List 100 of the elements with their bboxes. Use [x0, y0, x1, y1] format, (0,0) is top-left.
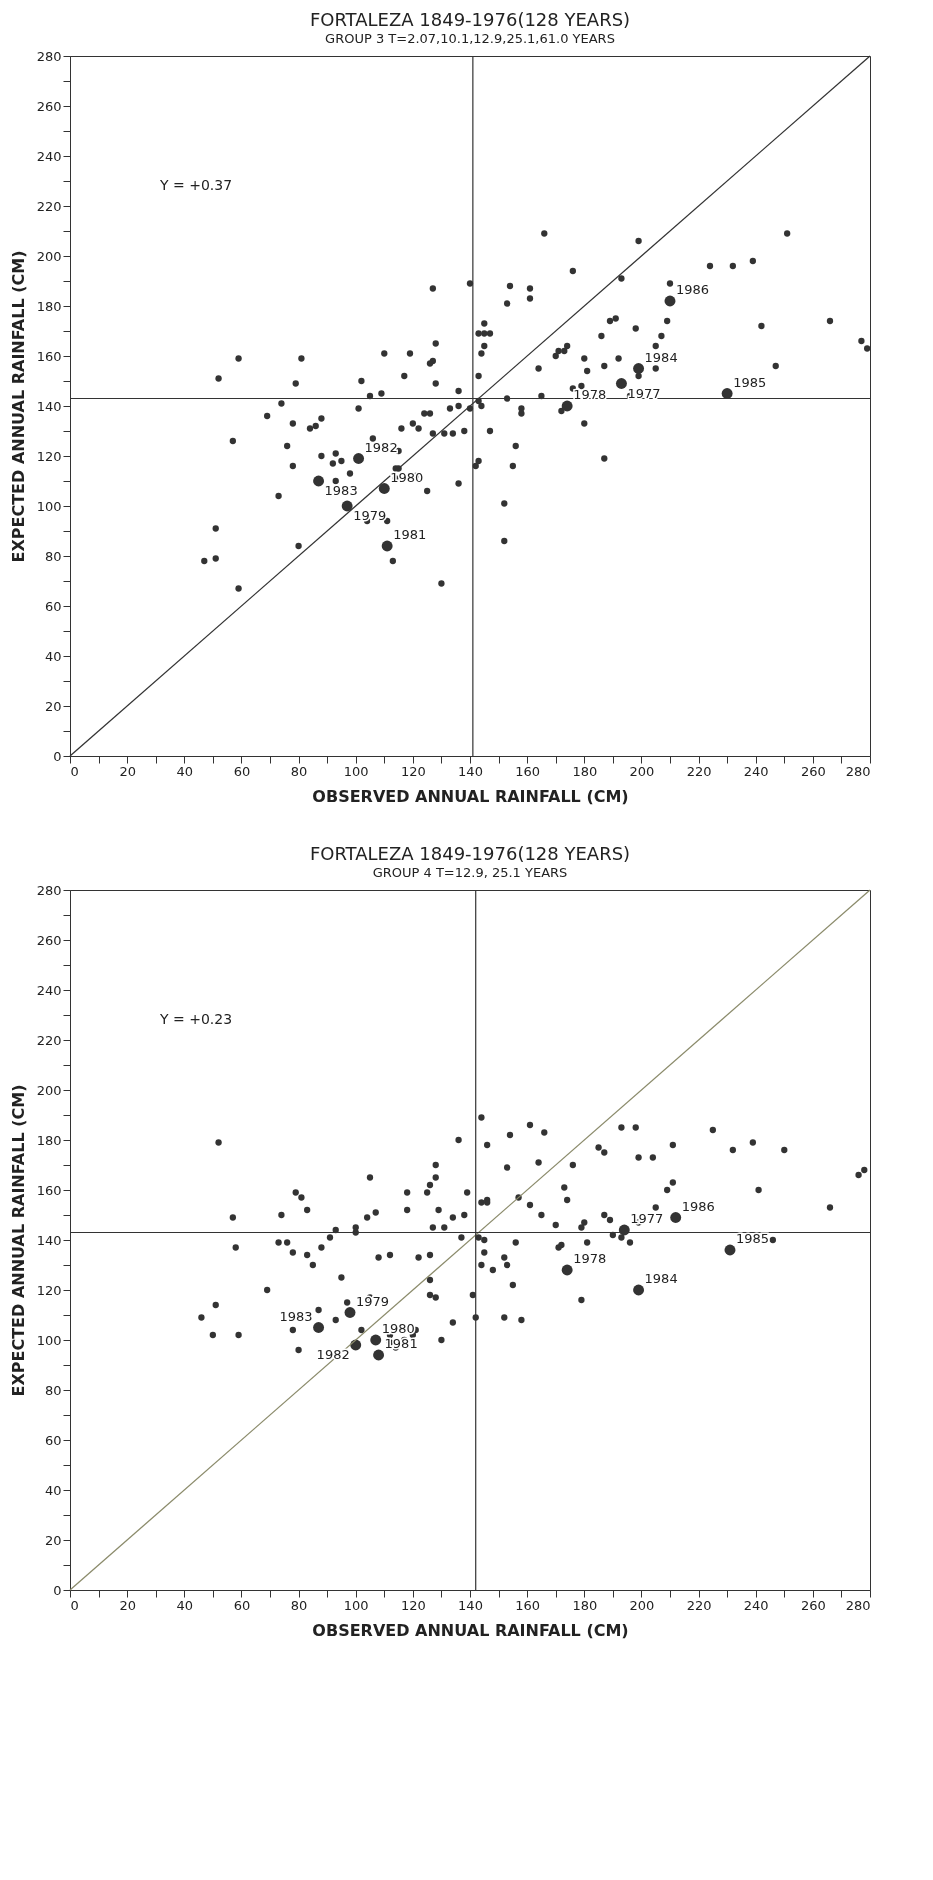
y-tick-label: 240 [36, 982, 62, 998]
annotation: 1977 [630, 1211, 664, 1226]
y-tick-label: 200 [36, 1082, 62, 1098]
y-tick-label: 160 [36, 1182, 62, 1198]
x-tick-label: 100 [343, 763, 369, 779]
point [724, 1244, 736, 1256]
y-tick-label: 80 [44, 548, 62, 564]
point [633, 1284, 645, 1296]
point [344, 1307, 356, 1318]
x-tick-label: 40 [176, 763, 194, 779]
y-tick-label: 280 [36, 48, 62, 64]
y-tick-label: 100 [36, 498, 62, 514]
x-tick-label: 80 [290, 763, 308, 779]
x-tick-label: 120 [400, 763, 426, 779]
point [370, 1334, 382, 1346]
point [313, 1322, 325, 1333]
y-tick-label: 140 [36, 1232, 62, 1248]
y-tick-label: 80 [44, 1382, 62, 1398]
annotation: 1985 [736, 1231, 770, 1246]
point [670, 1212, 682, 1223]
y-tick-label: 220 [36, 198, 62, 214]
point [373, 1349, 385, 1361]
annotation: 1983 [324, 483, 358, 498]
x-tick-label: 100 [343, 1597, 369, 1613]
annotation: 1985 [733, 374, 767, 390]
y-tick-label: 40 [44, 648, 62, 664]
y-tick-label: 200 [36, 248, 62, 264]
y-tick-label: 120 [36, 448, 62, 464]
y-tick-label: 60 [44, 1432, 62, 1448]
y-tick-label: 60 [44, 598, 62, 614]
annotation: 1977 [627, 385, 661, 401]
annotation: 1983 [279, 1308, 313, 1324]
x-tick-label: 160 [515, 1597, 541, 1613]
x-tick-label: 260 [800, 1597, 826, 1613]
y-tick-label: 180 [36, 1132, 62, 1148]
annotation: 1984 [644, 1271, 678, 1286]
x-tick-label: 240 [743, 763, 769, 779]
x-tick-label: 240 [743, 1597, 769, 1613]
x-tick-label: 120 [400, 1597, 426, 1613]
chart-subtitle: GROUP 3 T=2.07,10.1,12.9,25.1,61.0 YEARS [325, 31, 615, 46]
annotation: 1980 [381, 1321, 415, 1336]
x-tick-label: 20 [119, 1597, 136, 1613]
annotation: 1979 [353, 508, 387, 523]
point [561, 400, 573, 412]
x-tick-label: 200 [629, 763, 655, 779]
point [721, 388, 733, 399]
y-tick-label: 260 [36, 98, 62, 114]
x-tick-label: 180 [572, 1597, 598, 1613]
y-tick-label: 120 [36, 1282, 62, 1298]
y-tick-label: 160 [36, 348, 62, 364]
y-tick-label: 20 [44, 1532, 62, 1548]
x-tick-label: 20 [119, 763, 136, 779]
x-axis-title: OBSERVED ANNUAL RAINFALL (CM) [312, 786, 629, 806]
y-tick-label: 180 [36, 298, 62, 314]
x-tick-label: 0 [70, 763, 79, 779]
annotation: 1986 [681, 1198, 715, 1214]
chart-subtitle: GROUP 4 T=12.9, 25.1 YEARS [372, 865, 568, 880]
x-tick-label: 180 [572, 763, 598, 779]
point [381, 540, 393, 552]
x-tick-label: 280 [845, 763, 871, 779]
annotation: 1978 [573, 1251, 607, 1266]
y-tick-label: 260 [36, 932, 62, 948]
point [378, 483, 390, 494]
x-axis-title: OBSERVED ANNUAL RAINFALL (CM) [312, 1620, 629, 1640]
annotation: 1986 [676, 282, 710, 297]
y-axis-title: EXPECTED ANNUAL RAINFALL (CM) [8, 250, 28, 563]
chart-title: FORTALEZA 1849-1976(128 YEARS) [309, 9, 631, 30]
y-tick-label: 40 [44, 1482, 62, 1498]
point [664, 295, 676, 307]
y-axis-title: EXPECTED ANNUAL RAINFALL (CM) [8, 1084, 28, 1397]
annotation: 1982 [316, 1347, 350, 1362]
x-tick-label: 280 [845, 1597, 871, 1613]
x-tick-label: 40 [176, 1597, 194, 1613]
point [341, 500, 353, 512]
annotation: Y = +0.23 [159, 1011, 233, 1027]
x-tick-label: 140 [458, 1597, 483, 1613]
x-tick-label: 160 [515, 763, 541, 779]
chart-title: FORTALEZA 1849-1976(128 YEARS) [309, 843, 631, 864]
x-tick-label: 220 [686, 763, 712, 779]
y-tick-label: 280 [36, 882, 62, 898]
y-tick-label: 0 [53, 748, 62, 764]
point [615, 378, 627, 389]
x-tick-label: 200 [629, 1597, 655, 1613]
annotation: 1984 [644, 349, 678, 365]
x-tick-label: 220 [686, 1597, 712, 1613]
x-tick-label: 0 [70, 1597, 79, 1613]
annotation: Y = +0.37 [159, 177, 233, 193]
y-tick-label: 0 [53, 1582, 62, 1598]
y-tick-label: 240 [36, 148, 62, 164]
x-tick-label: 60 [233, 763, 251, 779]
y-tick-label: 100 [36, 1332, 62, 1348]
y-tick-label: 140 [36, 398, 62, 414]
annotation: 1982 [364, 439, 398, 455]
x-tick-label: 140 [458, 763, 483, 779]
point [561, 1264, 573, 1276]
x-tick-label: 60 [233, 1597, 251, 1613]
y-tick-label: 20 [44, 698, 62, 714]
x-tick-label: 260 [800, 763, 826, 779]
point [353, 453, 365, 464]
x-tick-label: 80 [290, 1597, 308, 1613]
